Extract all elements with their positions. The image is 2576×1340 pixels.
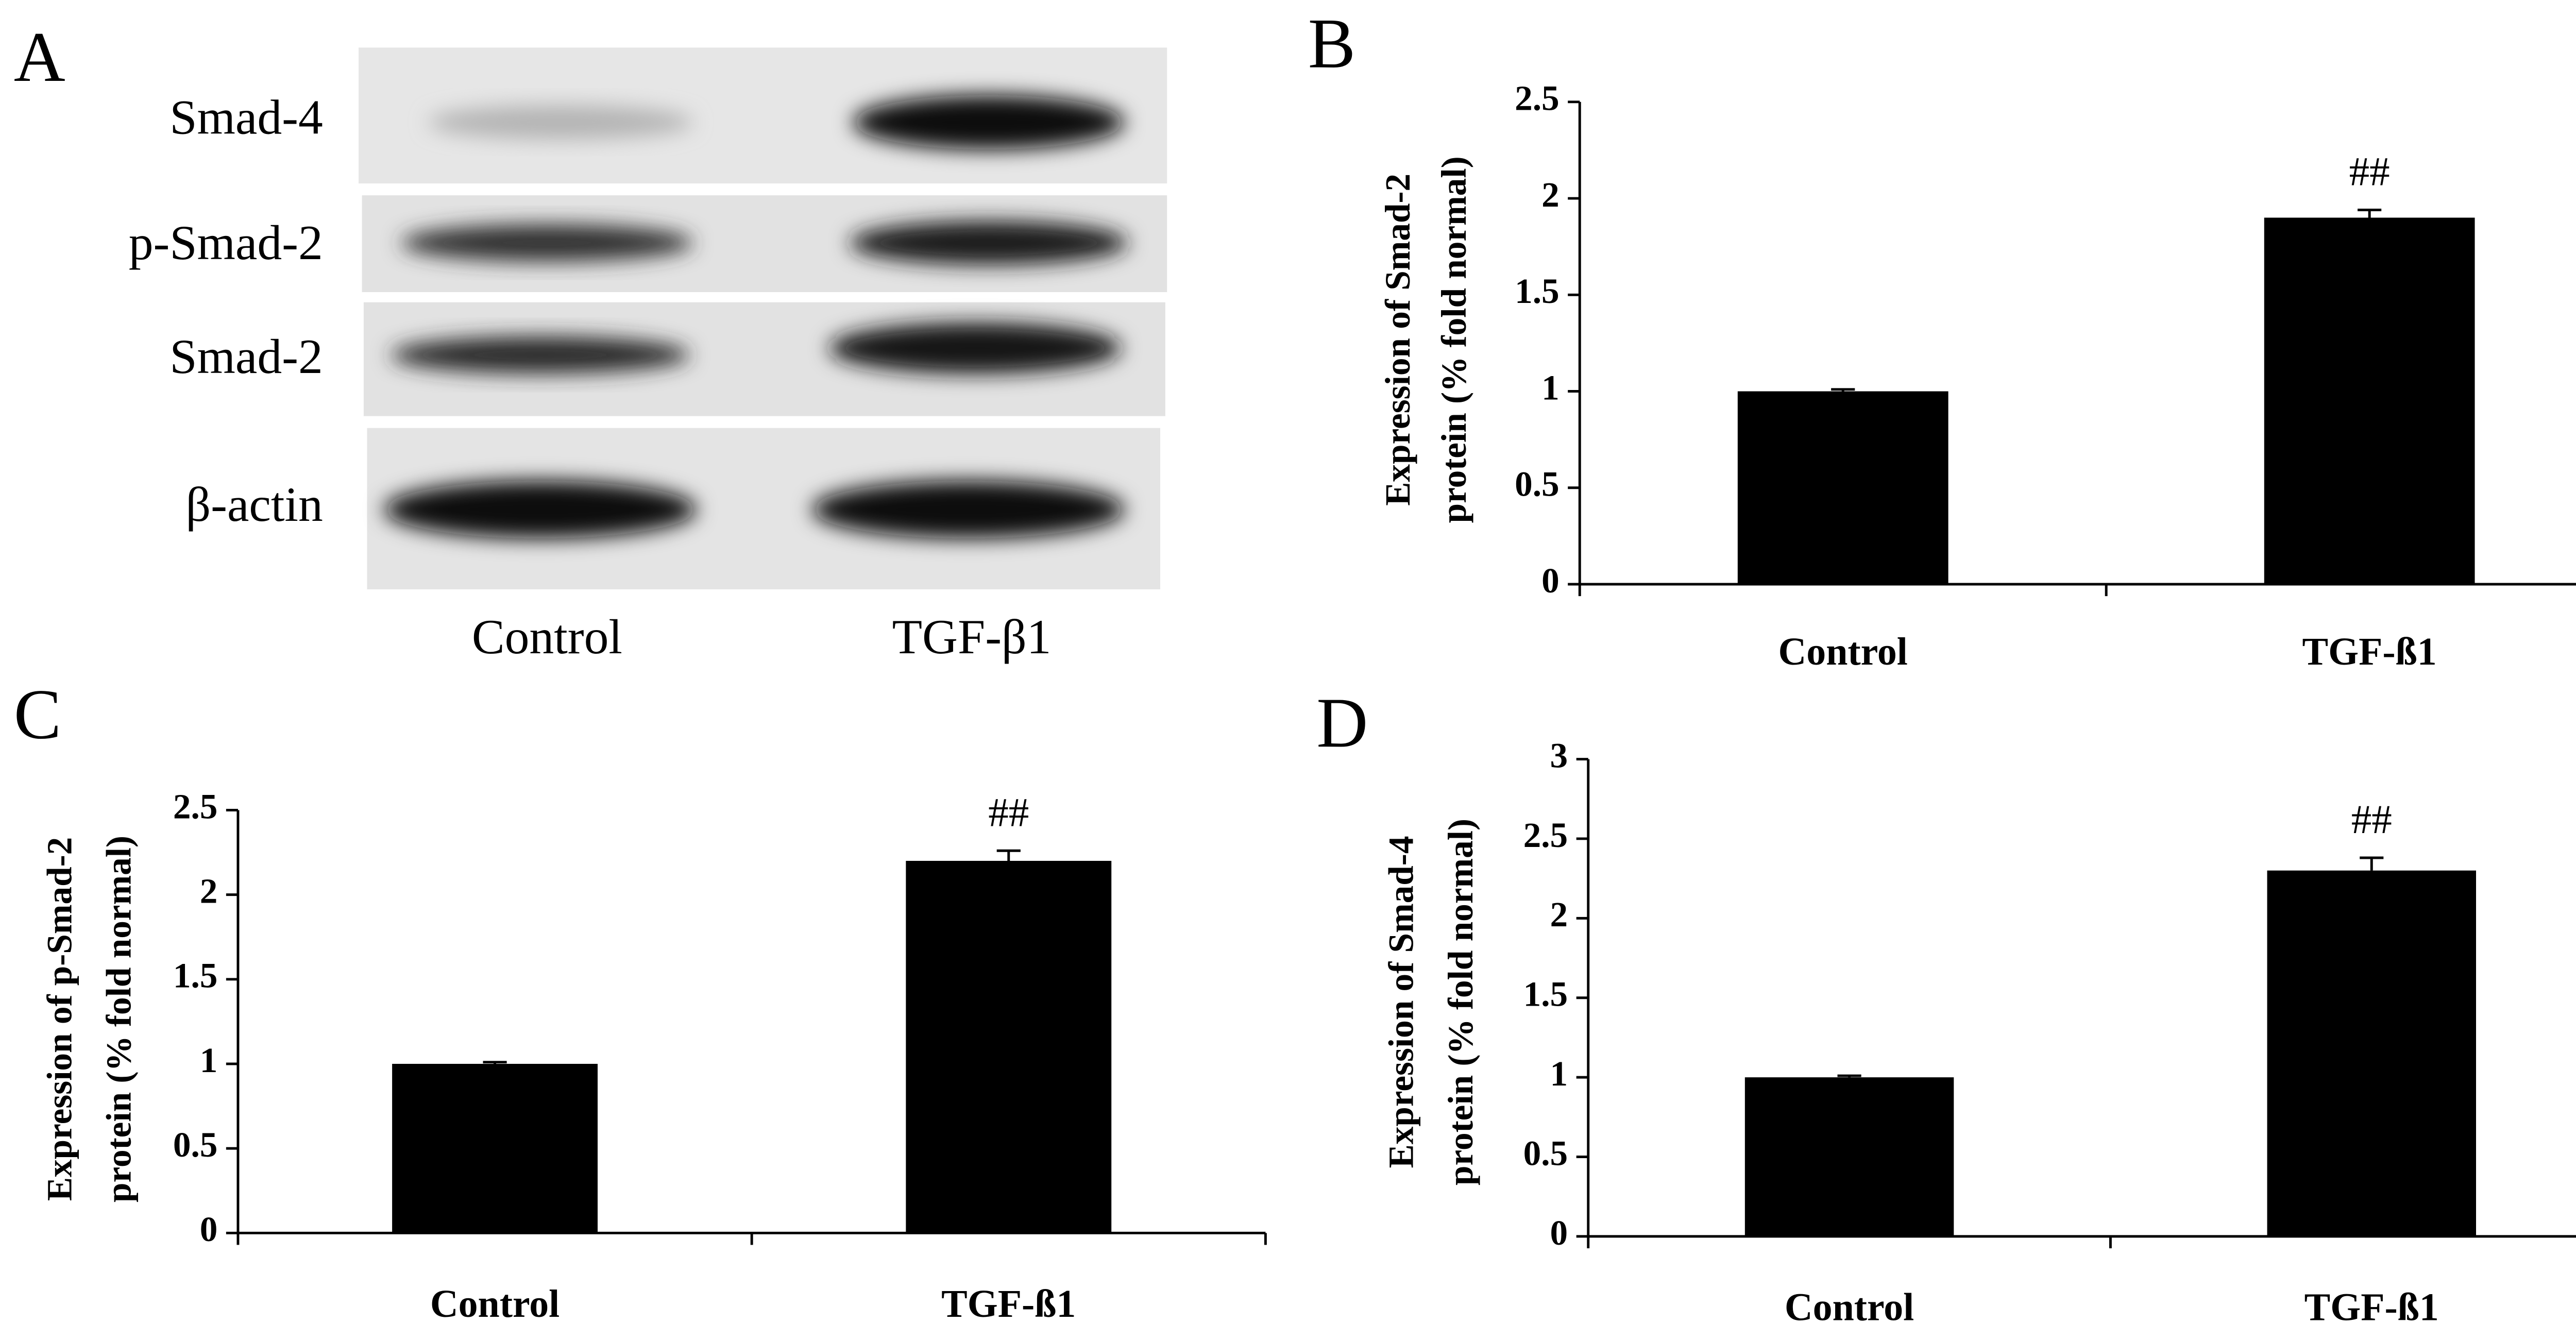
y-tick-label: 0 xyxy=(1550,1213,1568,1252)
x-tick-label: Control xyxy=(1785,1285,1914,1329)
x-tick-label: TGF-ß1 xyxy=(941,1282,1076,1326)
blot-row-label: p-Smad-2 xyxy=(129,215,323,270)
y-axis-label: protein (% fold normal) xyxy=(99,836,139,1202)
y-tick-label: 0.5 xyxy=(1523,1133,1568,1173)
y-tick-label: 1.5 xyxy=(1523,974,1568,1014)
bar xyxy=(2264,217,2475,585)
y-tick-label: 1.5 xyxy=(1515,271,1560,311)
blot-row-label: β-actin xyxy=(186,477,323,532)
blot-band xyxy=(853,95,1125,150)
x-tick-label: Control xyxy=(430,1282,560,1326)
error-bar xyxy=(1837,1074,1861,1078)
blot-band xyxy=(384,480,697,539)
annotation: ## xyxy=(2351,798,2392,842)
blot-row-label: Smad-2 xyxy=(170,329,323,384)
blot-lane-label: Control xyxy=(472,609,622,664)
blot-strips xyxy=(359,47,1167,589)
blot-band xyxy=(829,323,1122,374)
y-tick-label: 2.5 xyxy=(1523,815,1568,855)
y-axis-label: protein (% fold normal) xyxy=(1440,819,1480,1185)
y-tick-label: 0 xyxy=(200,1209,218,1249)
panel-label: A xyxy=(14,18,65,96)
y-axis-label: Expression of p-Smad-2 xyxy=(39,837,79,1201)
y-axis-label: Expression of Smad-4 xyxy=(1381,836,1421,1168)
blot-band xyxy=(428,105,693,140)
y-tick-label: 2.5 xyxy=(173,786,218,826)
panel-label: D xyxy=(1316,683,1368,762)
blot-band xyxy=(849,220,1128,265)
y-axis-label: protein (% fold normal) xyxy=(1434,156,1473,523)
x-tick-label: TGF-ß1 xyxy=(2304,1285,2439,1329)
y-tick-label: 2 xyxy=(1541,175,1560,214)
y-tick-label: 1 xyxy=(200,1040,218,1080)
bar xyxy=(906,860,1112,1233)
blot-lane-label: TGF-β1 xyxy=(892,609,1052,664)
error-bar xyxy=(2358,209,2382,218)
bar xyxy=(1737,391,1948,585)
y-tick-label: 0.5 xyxy=(173,1125,218,1164)
y-tick-label: 0 xyxy=(1541,561,1560,600)
annotation: ## xyxy=(2349,150,2390,195)
y-tick-label: 1 xyxy=(1541,367,1560,407)
panel-label: C xyxy=(14,675,61,754)
y-tick-label: 1.5 xyxy=(173,956,218,995)
blot-row-label: Smad-4 xyxy=(170,90,323,144)
panel-label: B xyxy=(1308,4,1355,83)
y-tick-label: 2 xyxy=(1550,894,1568,934)
blot-band xyxy=(401,224,693,262)
y-tick-label: 3 xyxy=(1550,735,1568,775)
annotation: ## xyxy=(988,790,1029,835)
y-tick-label: 0.5 xyxy=(1515,464,1560,504)
x-tick-label: TGF-ß1 xyxy=(2302,630,2437,673)
x-tick-label: Control xyxy=(1778,630,1908,673)
bar xyxy=(1744,1077,1954,1236)
bar xyxy=(2267,870,2477,1236)
error-bar xyxy=(2360,856,2384,871)
y-tick-label: 1 xyxy=(1550,1054,1568,1093)
error-bar xyxy=(996,849,1021,861)
y-axis-label: Expression of Smad-2 xyxy=(1378,174,1417,506)
blot-band xyxy=(391,336,690,374)
error-bar xyxy=(483,1061,507,1064)
y-tick-label: 2 xyxy=(200,871,218,911)
error-bar xyxy=(1831,388,1855,392)
y-tick-label: 2.5 xyxy=(1515,78,1560,118)
bar xyxy=(392,1063,598,1233)
blot-band xyxy=(812,480,1125,539)
